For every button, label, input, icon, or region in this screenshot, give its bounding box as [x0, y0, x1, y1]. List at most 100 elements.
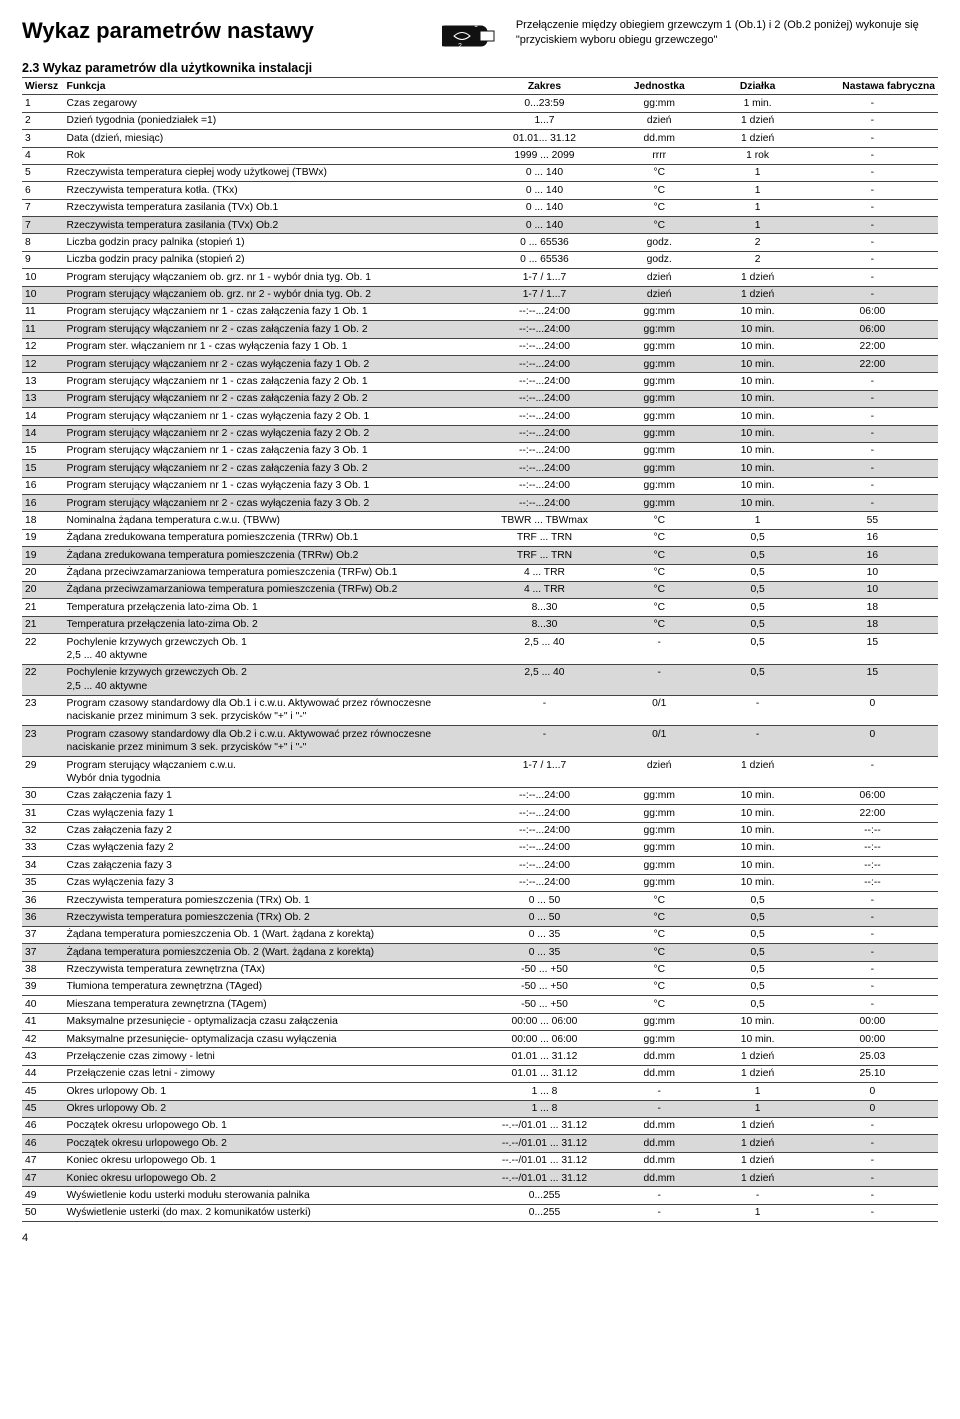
cell-funkcja: Początek okresu urlopowego Ob. 1	[64, 1117, 479, 1134]
table-row: 37Żądana temperatura pomieszczenia Ob. 1…	[22, 926, 938, 943]
cell-nastawa: 16	[807, 547, 938, 564]
cell-funkcja: Rzeczywista temperatura pomieszczenia (T…	[64, 892, 479, 909]
table-row: 32Czas załączenia fazy 2--:--...24:00gg:…	[22, 822, 938, 839]
table-row: 3Data (dzień, miesiąc)01.01... 31.12dd.m…	[22, 130, 938, 147]
table-row: 4Rok1999 ... 2099rrrr1 rok-	[22, 147, 938, 164]
cell-dzialka: 1 dzień	[708, 1135, 806, 1152]
cell-dzialka: 10 min.	[708, 373, 806, 390]
cell-zakres: 8...30	[479, 599, 610, 616]
cell-nastawa: --:--	[807, 822, 938, 839]
cell-jednostka: dd.mm	[610, 130, 708, 147]
cell-zakres: 0 ... 50	[479, 892, 610, 909]
cell-jednostka: °C	[610, 529, 708, 546]
table-row: 7Rzeczywista temperatura zasilania (TVx)…	[22, 217, 938, 234]
cell-zakres: 0 ... 65536	[479, 251, 610, 268]
cell-zakres: --:--...24:00	[479, 373, 610, 390]
cell-wiersz: 10	[22, 286, 64, 303]
cell-nastawa: -	[807, 408, 938, 425]
cell-zakres: 0...23:59	[479, 95, 610, 112]
table-row: 5Rzeczywista temperatura ciepłej wody uż…	[22, 164, 938, 181]
cell-funkcja: Program czasowy standardowy dla Ob.1 i c…	[64, 695, 479, 726]
table-row: 14Program sterujący włączaniem nr 1 - cz…	[22, 408, 938, 425]
cell-jednostka: gg:mm	[610, 338, 708, 355]
cell-nastawa: 06:00	[807, 787, 938, 804]
table-row: 47Koniec okresu urlopowego Ob. 2--.--/01…	[22, 1170, 938, 1187]
cell-zakres: --:--...24:00	[479, 338, 610, 355]
table-row: 21Temperatura przełączenia lato-zima Ob.…	[22, 616, 938, 633]
cell-funkcja: Program sterujący włączaniem nr 2 - czas…	[64, 390, 479, 407]
cell-funkcja: Rzeczywista temperatura pomieszczenia (T…	[64, 909, 479, 926]
cell-wiersz: 43	[22, 1048, 64, 1065]
cell-zakres: 1-7 / 1...7	[479, 269, 610, 286]
cell-zakres: --:--...24:00	[479, 425, 610, 442]
cell-dzialka: 1 dzień	[708, 1170, 806, 1187]
cell-zakres: 8...30	[479, 616, 610, 633]
cell-jednostka: °C	[610, 961, 708, 978]
cell-jednostka: gg:mm	[610, 822, 708, 839]
table-row: 44Przełączenie czas letni - zimowy01.01 …	[22, 1065, 938, 1082]
cell-funkcja: Rzeczywista temperatura ciepłej wody uży…	[64, 164, 479, 181]
cell-zakres: --:--...24:00	[479, 303, 610, 320]
table-row: 23Program czasowy standardowy dla Ob.1 i…	[22, 695, 938, 726]
cell-funkcja: Program sterujący włączaniem ob. grz. nr…	[64, 286, 479, 303]
section-subtitle: 2.3 Wykaz parametrów dla użytkownika ins…	[22, 61, 938, 75]
cell-dzialka: 10 min.	[708, 425, 806, 442]
cell-zakres: --:--...24:00	[479, 408, 610, 425]
cell-jednostka: gg:mm	[610, 373, 708, 390]
cell-funkcja: Program ster. włączaniem nr 1 - czas wył…	[64, 338, 479, 355]
cell-wiersz: 45	[22, 1083, 64, 1100]
cell-jednostka: gg:mm	[610, 442, 708, 459]
cell-dzialka: 0,5	[708, 996, 806, 1013]
cell-funkcja: Czas załączenia fazy 2	[64, 822, 479, 839]
table-row: 8Liczba godzin pracy palnika (stopień 1)…	[22, 234, 938, 251]
cell-zakres: --:--...24:00	[479, 495, 610, 512]
cell-nastawa: -	[807, 926, 938, 943]
cell-funkcja: Program sterujący włączaniem nr 1 - czas…	[64, 373, 479, 390]
cell-dzialka: 1	[708, 164, 806, 181]
cell-zakres: -	[479, 695, 610, 726]
cell-funkcja: Wyświetlenie kodu usterki modułu sterowa…	[64, 1187, 479, 1204]
cell-jednostka: °C	[610, 512, 708, 529]
cell-jednostka: dd.mm	[610, 1152, 708, 1169]
cell-nastawa: -	[807, 892, 938, 909]
cell-zakres: 1-7 / 1...7	[479, 286, 610, 303]
cell-jednostka: dd.mm	[610, 1065, 708, 1082]
cell-nastawa: 22:00	[807, 338, 938, 355]
cell-funkcja: Program sterujący włączaniem nr 2 - czas…	[64, 425, 479, 442]
cell-dzialka: 10 min.	[708, 495, 806, 512]
col-nastawa: Nastawa fabryczna	[807, 78, 938, 95]
cell-zakres: --:--...24:00	[479, 442, 610, 459]
cell-jednostka: dd.mm	[610, 1117, 708, 1134]
cell-jednostka: gg:mm	[610, 805, 708, 822]
cell-dzialka: 1	[708, 199, 806, 216]
cell-wiersz: 35	[22, 874, 64, 891]
cell-zakres: 0 ... 35	[479, 944, 610, 961]
cell-dzialka: 0,5	[708, 978, 806, 995]
cell-wiersz: 46	[22, 1135, 64, 1152]
cell-funkcja: Program sterujący włączaniem nr 2 - czas…	[64, 321, 479, 338]
cell-dzialka: 10 min.	[708, 477, 806, 494]
cell-jednostka: °C	[610, 199, 708, 216]
cell-dzialka: 10 min.	[708, 1031, 806, 1048]
table-row: 50Wyświetlenie usterki (do max. 2 komuni…	[22, 1204, 938, 1221]
page-title: Wykaz parametrów nastawy	[22, 18, 314, 44]
cell-funkcja: Program sterujący włączaniem nr 1 - czas…	[64, 408, 479, 425]
table-row: 10Program sterujący włączaniem ob. grz. …	[22, 269, 938, 286]
cell-wiersz: 1	[22, 95, 64, 112]
cell-jednostka: -	[610, 634, 708, 665]
cell-nastawa: -	[807, 1170, 938, 1187]
cell-wiersz: 4	[22, 147, 64, 164]
cell-nastawa: 06:00	[807, 303, 938, 320]
cell-funkcja: Program sterujący włączaniem nr 1 - czas…	[64, 442, 479, 459]
cell-jednostka: gg:mm	[610, 477, 708, 494]
cell-wiersz: 36	[22, 892, 64, 909]
cell-zakres: 2,5 ... 40	[479, 634, 610, 665]
cell-dzialka: 1 dzień	[708, 112, 806, 129]
cell-jednostka: dzień	[610, 269, 708, 286]
cell-dzialka: 1 min.	[708, 95, 806, 112]
cell-funkcja: Początek okresu urlopowego Ob. 2	[64, 1135, 479, 1152]
table-row: 37Żądana temperatura pomieszczenia Ob. 2…	[22, 944, 938, 961]
cell-wiersz: 14	[22, 425, 64, 442]
cell-wiersz: 15	[22, 442, 64, 459]
cell-nastawa: 10	[807, 581, 938, 598]
